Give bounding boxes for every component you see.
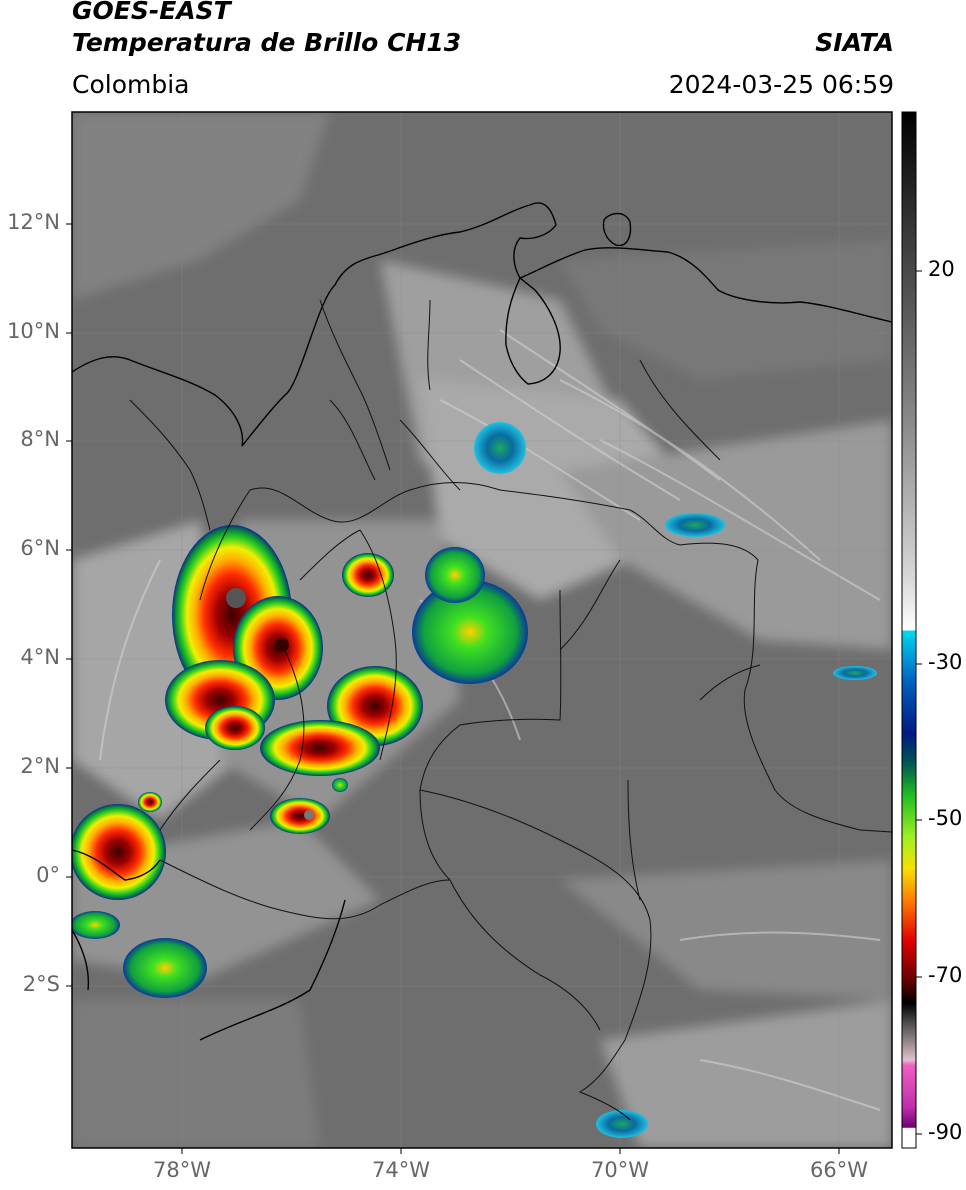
convective-cells <box>72 422 877 1138</box>
colorbar-tick-minus50: -50 <box>928 806 963 830</box>
lat-tick-0: 0° <box>36 863 60 887</box>
axis-ticks <box>66 223 840 1154</box>
region-label: Colombia <box>72 70 190 99</box>
lat-tick-4n: 4°N <box>20 645 60 669</box>
product-title: Temperatura de Brillo CH13 <box>72 28 462 57</box>
colorbar <box>902 112 916 1148</box>
lat-tick-8n: 8°N <box>20 427 60 451</box>
lon-tick-74w: 74°W <box>372 1158 430 1182</box>
colorbar-tick-minus90: -90 <box>928 1120 963 1144</box>
colorbar-tick-20: 20 <box>928 257 955 281</box>
organization-label: SIATA <box>815 28 894 57</box>
graticule <box>72 112 892 1148</box>
lon-tick-78w: 78°W <box>153 1158 211 1182</box>
colorbar-ticks <box>916 270 922 1135</box>
colorbar-tick-minus30: -30 <box>928 650 963 674</box>
coastlines <box>72 202 892 1041</box>
source-title: GOES-EAST <box>72 0 231 25</box>
lat-tick-10n: 10°N <box>7 319 60 343</box>
lon-tick-66w: 66°W <box>810 1158 868 1182</box>
lon-tick-70w: 70°W <box>591 1158 649 1182</box>
map-frame <box>71 111 893 1149</box>
lat-tick-2s: 2°S <box>22 972 60 996</box>
colorbar-tick-minus70: -70 <box>928 963 963 987</box>
admin-borders <box>129 299 892 1121</box>
lat-tick-2n: 2°N <box>20 754 60 778</box>
lat-tick-6n: 6°N <box>20 536 60 560</box>
datetime-label: 2024-03-25 06:59 <box>668 70 894 99</box>
colorbar-frame <box>901 111 917 1149</box>
lat-tick-12n: 12°N <box>7 210 60 234</box>
